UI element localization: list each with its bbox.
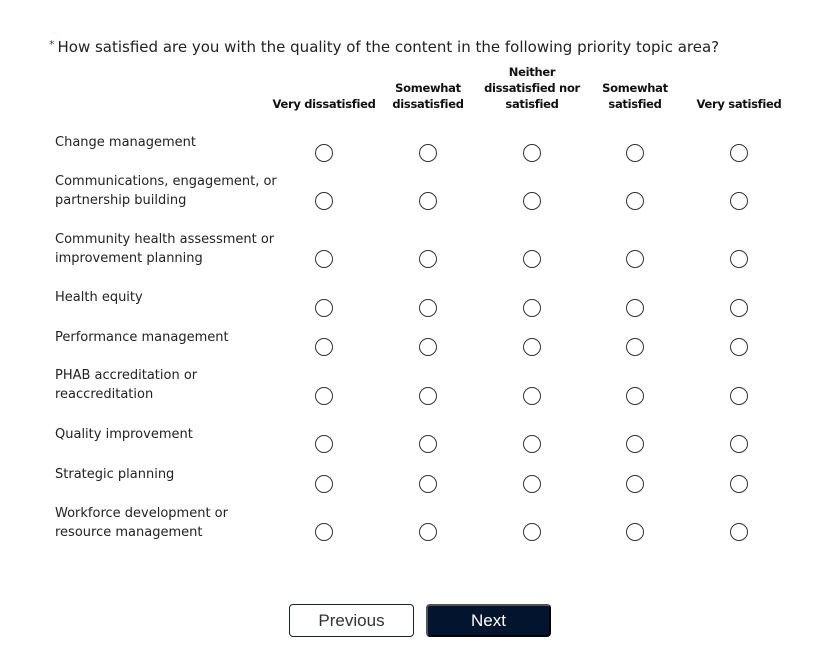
radio-option[interactable] <box>730 475 748 493</box>
radio-option[interactable] <box>315 387 333 405</box>
column-header: Somewhat satisfied <box>602 81 668 111</box>
radio-option[interactable] <box>523 299 541 317</box>
radio-option[interactable] <box>730 250 748 268</box>
radio-option[interactable] <box>315 299 333 317</box>
row-label: Quality improvement <box>55 427 193 442</box>
radio-option[interactable] <box>626 338 644 356</box>
next-button[interactable]: Next <box>426 604 551 637</box>
radio-option[interactable] <box>419 435 437 453</box>
row-label: PHAB accreditation or reaccreditation <box>55 368 198 402</box>
row-label: Communications, engagement, or partnersh… <box>55 174 277 208</box>
radio-option[interactable] <box>419 192 437 210</box>
radio-option[interactable] <box>626 192 644 210</box>
radio-option[interactable] <box>730 192 748 210</box>
question-text: How satisfied are you with the quality o… <box>57 38 720 56</box>
column-header: Very dissatisfied <box>272 97 376 111</box>
radio-option[interactable] <box>626 387 644 405</box>
radio-option[interactable] <box>419 299 437 317</box>
radio-option[interactable] <box>523 192 541 210</box>
radio-option[interactable] <box>523 387 541 405</box>
radio-option[interactable] <box>523 250 541 268</box>
radio-option[interactable] <box>315 192 333 210</box>
radio-option[interactable] <box>419 523 437 541</box>
radio-option[interactable] <box>626 250 644 268</box>
row-label: Health equity <box>55 290 143 305</box>
row-label: Strategic planning <box>55 467 175 482</box>
previous-button[interactable]: Previous <box>289 604 414 637</box>
row-label: Change management <box>55 135 196 150</box>
radio-option[interactable] <box>730 299 748 317</box>
radio-option[interactable] <box>730 144 748 162</box>
radio-option[interactable] <box>626 144 644 162</box>
radio-option[interactable] <box>523 338 541 356</box>
required-mark: * <box>49 38 55 51</box>
radio-option[interactable] <box>523 435 541 453</box>
radio-option[interactable] <box>626 299 644 317</box>
radio-option[interactable] <box>315 475 333 493</box>
radio-option[interactable] <box>626 523 644 541</box>
radio-option[interactable] <box>315 250 333 268</box>
row-label: Community health assessment or improveme… <box>55 232 275 266</box>
radio-option[interactable] <box>419 338 437 356</box>
row-label: Performance management <box>55 330 229 345</box>
radio-option[interactable] <box>315 523 333 541</box>
radio-option[interactable] <box>523 475 541 493</box>
column-header: Neither dissatisfied nor satisfied <box>484 65 580 111</box>
radio-option[interactable] <box>419 475 437 493</box>
radio-option[interactable] <box>730 387 748 405</box>
radio-option[interactable] <box>626 435 644 453</box>
column-header: Very satisfied <box>696 97 782 111</box>
radio-option[interactable] <box>523 144 541 162</box>
radio-option[interactable] <box>315 144 333 162</box>
radio-option[interactable] <box>730 523 748 541</box>
radio-option[interactable] <box>626 475 644 493</box>
radio-option[interactable] <box>419 144 437 162</box>
radio-option[interactable] <box>730 435 748 453</box>
row-label: Workforce development or resource manage… <box>55 506 228 540</box>
radio-option[interactable] <box>315 435 333 453</box>
radio-option[interactable] <box>419 387 437 405</box>
radio-option[interactable] <box>419 250 437 268</box>
question-title: * How satisfied are you with the quality … <box>49 38 719 56</box>
radio-option[interactable] <box>730 338 748 356</box>
radio-option[interactable] <box>315 338 333 356</box>
column-header: Somewhat dissatisfied <box>392 81 464 111</box>
radio-option[interactable] <box>523 523 541 541</box>
